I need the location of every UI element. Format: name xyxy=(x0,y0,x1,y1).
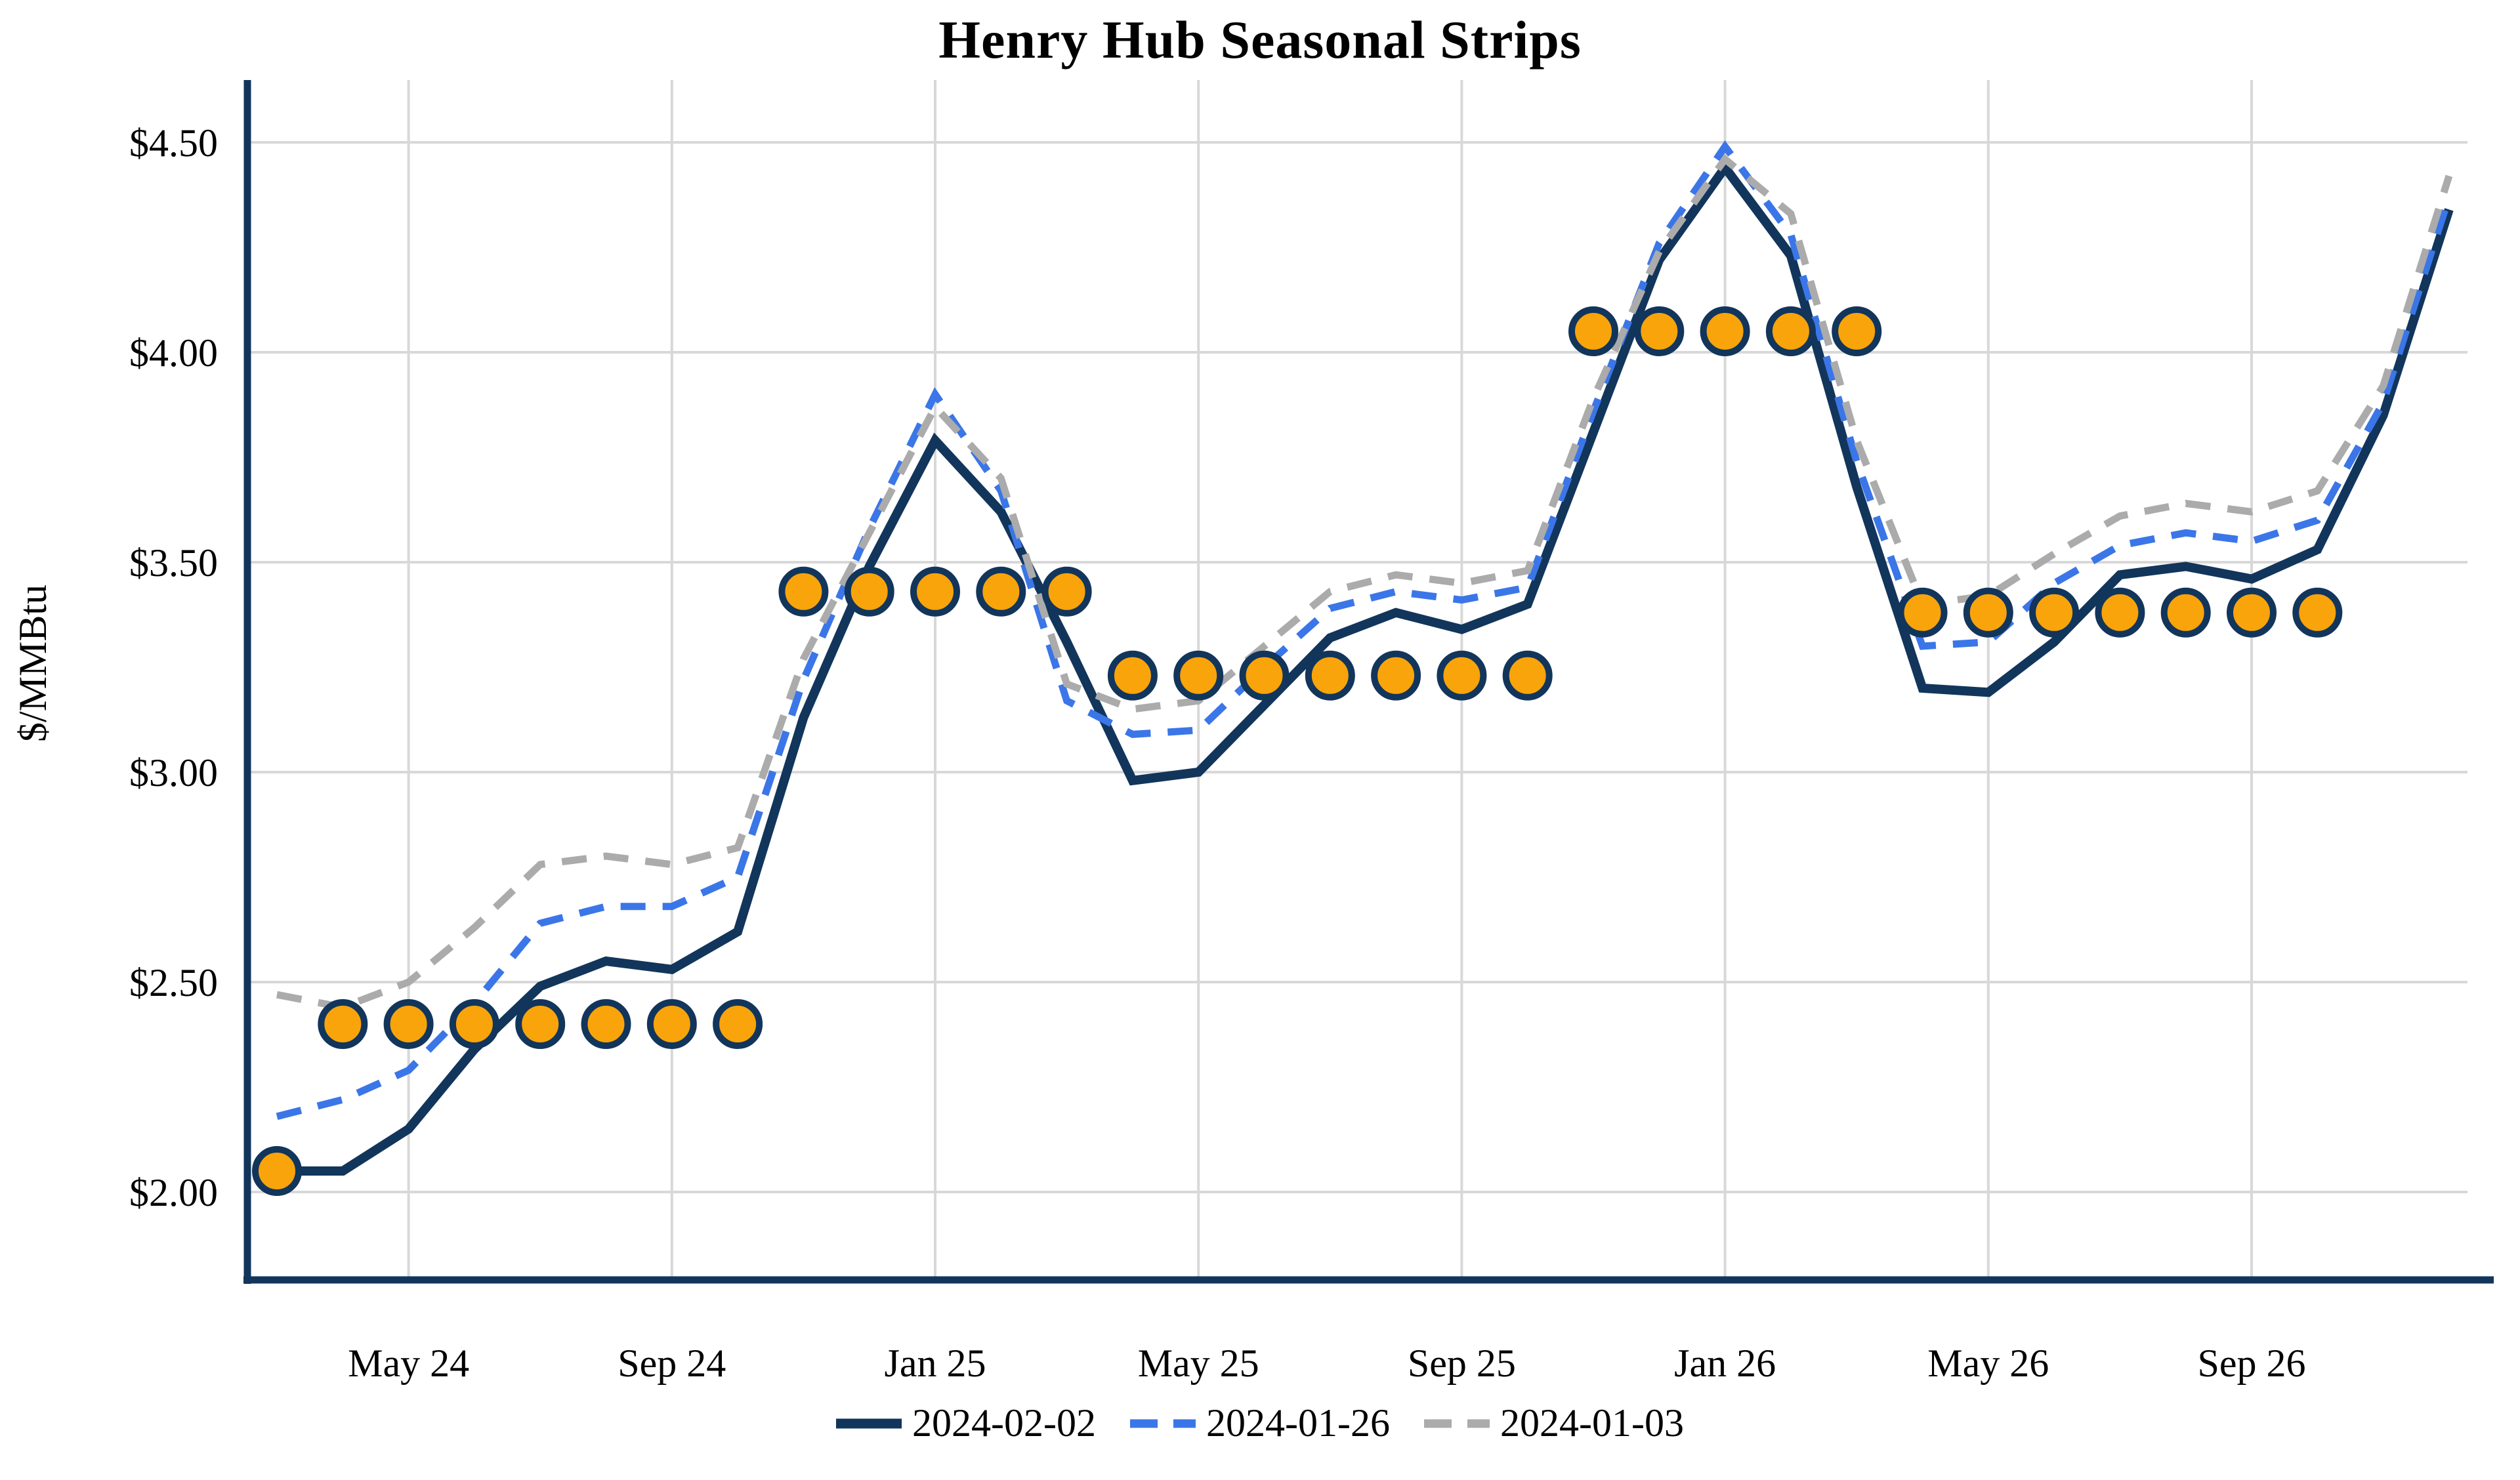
strip-marker xyxy=(976,566,1026,617)
x-tick-label: Sep 26 xyxy=(2198,1342,2306,1385)
strip-marker xyxy=(713,999,763,1049)
x-tick-label: May 26 xyxy=(1927,1342,2049,1385)
y-tick-label: $3.50 xyxy=(129,541,218,585)
strip-marker xyxy=(1041,566,1092,617)
legend-item-2024-01-26: 2024-01-26 xyxy=(1130,1401,1390,1446)
strip-marker xyxy=(844,566,894,617)
dashed-line-swatch-icon xyxy=(1130,1419,1196,1428)
legend-label: 2024-02-02 xyxy=(912,1401,1097,1445)
dashed-line-swatch-icon xyxy=(1423,1419,1490,1428)
strip-marker xyxy=(449,999,499,1049)
strip-marker xyxy=(2292,587,2343,638)
strip-marker xyxy=(1832,306,1882,356)
x-tick-label: Sep 25 xyxy=(1408,1342,1516,1385)
y-tick-label: $4.50 xyxy=(129,121,218,165)
x-tick-label: Jan 26 xyxy=(1674,1342,1776,1385)
legend-label: 2024-01-03 xyxy=(1500,1401,1684,1445)
series-line-2024-01-03 xyxy=(276,154,2453,1012)
strip-marker xyxy=(581,999,631,1049)
y-tick-label: $2.00 xyxy=(129,1171,218,1214)
strip-marker xyxy=(646,999,697,1049)
strip-marker xyxy=(1568,306,1618,356)
strip-marker xyxy=(383,999,434,1049)
legend-item-2024-02-02: 2024-02-02 xyxy=(836,1401,1096,1446)
strip-marker xyxy=(1437,650,1487,701)
x-tick-label: May 25 xyxy=(1138,1342,1259,1385)
strip-marker xyxy=(1634,306,1685,356)
solid-line-swatch-icon xyxy=(836,1418,902,1428)
strip-marker xyxy=(2029,587,2080,638)
x-tick-label: Sep 24 xyxy=(618,1342,726,1385)
legend-label: 2024-01-26 xyxy=(1206,1401,1390,1445)
strip-marker xyxy=(252,1146,302,1196)
strip-marker xyxy=(318,999,368,1049)
x-tick-label: May 24 xyxy=(348,1342,469,1385)
legend-item-2024-01-03: 2024-01-03 xyxy=(1423,1401,1684,1446)
strip-marker xyxy=(2095,587,2145,638)
strip-marker xyxy=(2227,587,2277,638)
strip-marker xyxy=(1239,650,1290,701)
strip-marker xyxy=(1963,587,2013,638)
series-line-2024-01-26 xyxy=(276,140,2453,1120)
strip-marker xyxy=(1502,650,1553,701)
strip-marker xyxy=(515,999,566,1049)
strip-marker xyxy=(1371,650,1421,701)
y-tick-label: $4.00 xyxy=(129,331,218,375)
chart-title: Henry Hub Seasonal Strips xyxy=(938,10,1582,70)
strip-marker xyxy=(1173,650,1224,701)
strip-marker xyxy=(1700,306,1750,356)
strip-marker xyxy=(1765,306,1816,356)
y-tick-label: $2.50 xyxy=(129,961,218,1004)
strip-marker xyxy=(1107,650,1158,701)
chart-legend: 2024-02-02 2024-01-26 2024-01-03 xyxy=(0,1401,2520,1446)
x-tick-label: Jan 25 xyxy=(885,1342,986,1385)
strip-marker xyxy=(1305,650,1355,701)
strip-marker xyxy=(2160,587,2211,638)
strip-marker xyxy=(1897,587,1948,638)
strip-marker xyxy=(910,566,960,617)
y-tick-label: $3.00 xyxy=(129,751,218,794)
series-line-2024-02-02 xyxy=(277,159,2454,1176)
strip-marker xyxy=(778,566,829,617)
